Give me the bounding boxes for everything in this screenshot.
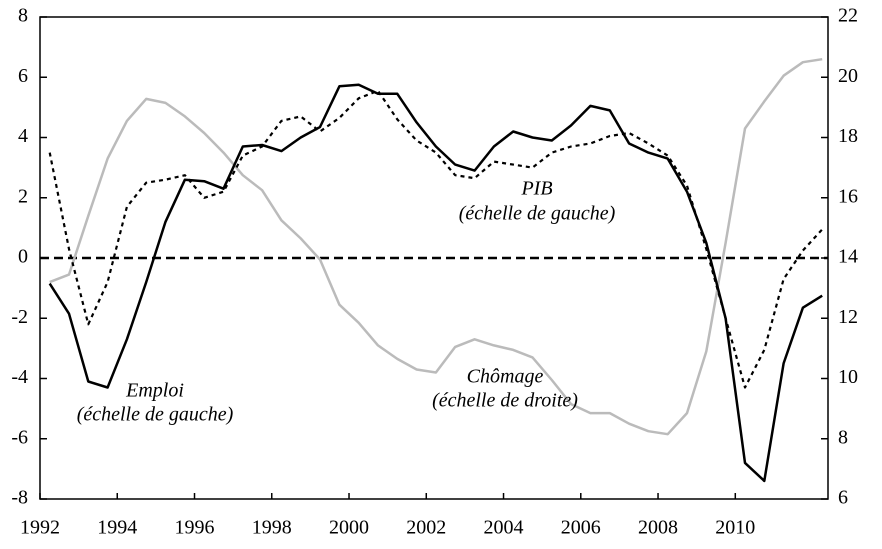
x-tick-label: 1998: [252, 517, 292, 539]
annotation: Emploi: [125, 380, 184, 402]
series-line: [49, 57, 823, 436]
y-tick-label: -6: [11, 426, 28, 448]
y-tick-label: 4: [18, 125, 28, 147]
y2-tick-label: 16: [838, 185, 858, 207]
y2-tick-label: 6: [838, 487, 848, 509]
y2-tick-label: 20: [838, 65, 858, 87]
y-tick-label: -4: [11, 366, 28, 388]
y-tick-label: -2: [11, 306, 28, 328]
y-tick-label: 0: [18, 246, 28, 268]
x-tick-label: 2006: [561, 517, 601, 539]
y2-tick-label: 22: [838, 5, 858, 27]
x-tick-label: 2010: [715, 517, 755, 539]
y-tick-label: -8: [11, 487, 28, 509]
x-tick-label: 1996: [175, 517, 215, 539]
y2-tick-label: 14: [838, 246, 858, 268]
annotation: (échelle de gauche): [459, 203, 616, 225]
annotation: Chômage: [467, 366, 544, 388]
y-tick-label: 2: [18, 185, 28, 207]
x-tick-label: 2002: [406, 517, 446, 539]
y2-tick-label: 10: [838, 366, 858, 388]
annotation: (échelle de droite): [432, 390, 578, 412]
y2-tick-label: 8: [838, 426, 848, 448]
x-tick-label: 1992: [20, 517, 60, 539]
y-tick-label: 6: [18, 65, 28, 87]
x-tick-label: 2008: [638, 517, 678, 539]
x-tick-label: 1994: [97, 517, 137, 539]
y2-tick-label: 18: [838, 125, 858, 147]
series-line: [48, 83, 823, 483]
y-tick-label: 8: [18, 5, 28, 27]
series-line: [48, 89, 824, 389]
annotation: (échelle de gauche): [77, 404, 234, 426]
x-tick-label: 2000: [329, 517, 369, 539]
x-tick-label: 2004: [484, 517, 524, 539]
y2-tick-label: 12: [838, 306, 858, 328]
annotation: PIB: [520, 178, 552, 200]
